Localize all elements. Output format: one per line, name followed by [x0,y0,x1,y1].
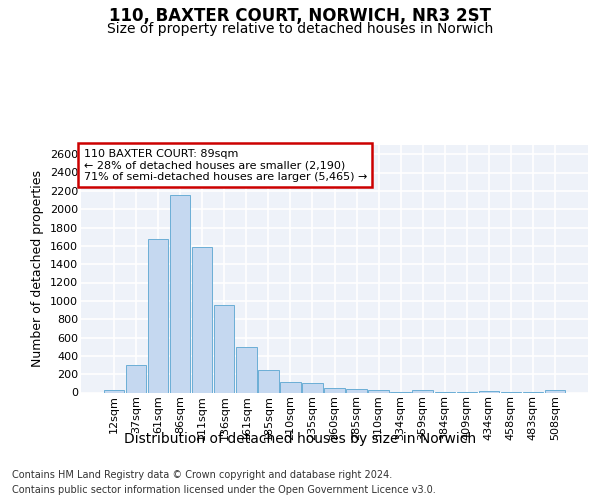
Bar [368,390,389,392]
Bar [126,365,146,392]
Bar [280,382,301,392]
Text: Distribution of detached houses by size in Norwich: Distribution of detached houses by size … [124,432,476,446]
Text: 110, BAXTER COURT, NORWICH, NR3 2ST: 110, BAXTER COURT, NORWICH, NR3 2ST [109,8,491,26]
Text: Contains public sector information licensed under the Open Government Licence v3: Contains public sector information licen… [12,485,436,495]
Text: Size of property relative to detached houses in Norwich: Size of property relative to detached ho… [107,22,493,36]
Bar [258,370,278,392]
Bar [236,346,257,393]
Bar [545,390,565,392]
Bar [192,246,212,392]
Bar [214,304,235,392]
Bar [104,390,124,392]
Bar [170,196,190,392]
Bar [325,388,344,392]
Bar [479,390,499,392]
Bar [412,390,433,392]
Bar [148,240,169,392]
Bar [302,383,323,392]
Bar [346,389,367,392]
Y-axis label: Number of detached properties: Number of detached properties [31,170,44,367]
Text: Contains HM Land Registry data © Crown copyright and database right 2024.: Contains HM Land Registry data © Crown c… [12,470,392,480]
Text: 110 BAXTER COURT: 89sqm
← 28% of detached houses are smaller (2,190)
71% of semi: 110 BAXTER COURT: 89sqm ← 28% of detache… [83,148,367,182]
